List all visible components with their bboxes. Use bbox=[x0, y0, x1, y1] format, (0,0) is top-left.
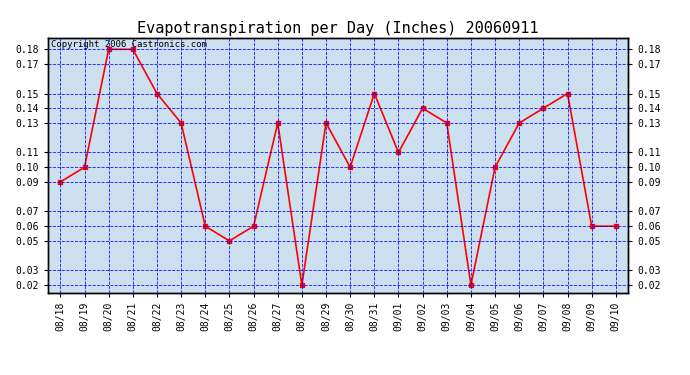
Text: Copyright 2006 Castronics.com: Copyright 2006 Castronics.com bbox=[51, 40, 207, 49]
Title: Evapotranspiration per Day (Inches) 20060911: Evapotranspiration per Day (Inches) 2006… bbox=[137, 21, 539, 36]
